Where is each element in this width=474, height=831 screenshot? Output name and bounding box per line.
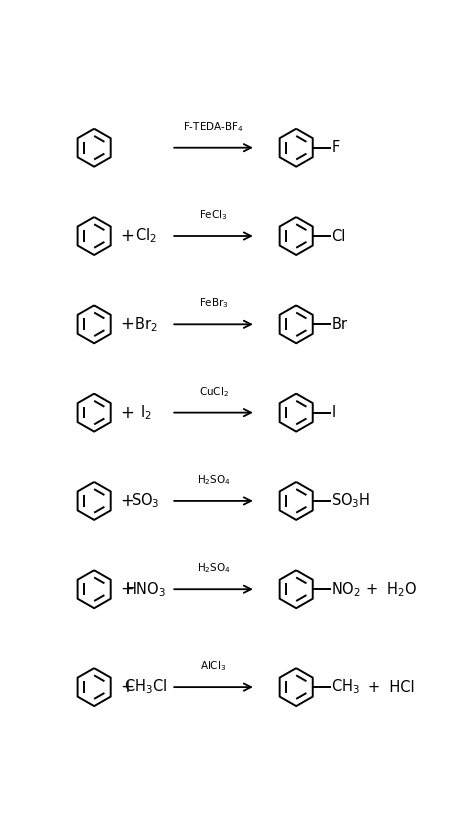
Text: SO$_3$H: SO$_3$H bbox=[331, 492, 371, 510]
Text: CH$_3$Cl: CH$_3$Cl bbox=[124, 678, 167, 696]
Text: +: + bbox=[120, 678, 134, 696]
Text: I: I bbox=[331, 406, 336, 420]
Text: +: + bbox=[120, 315, 134, 333]
Text: H$_2$SO$_4$: H$_2$SO$_4$ bbox=[197, 473, 230, 487]
Text: Cl$_2$: Cl$_2$ bbox=[135, 227, 156, 245]
Text: Cl: Cl bbox=[331, 229, 346, 243]
Text: +: + bbox=[120, 227, 134, 245]
Text: SO$_3$: SO$_3$ bbox=[131, 492, 160, 510]
Text: +: + bbox=[120, 580, 134, 598]
Text: NO$_2$: NO$_2$ bbox=[331, 580, 362, 598]
Text: FeCl$_3$: FeCl$_3$ bbox=[199, 208, 228, 222]
Text: +: + bbox=[120, 404, 134, 421]
Text: Br: Br bbox=[331, 317, 347, 332]
Text: CuCl$_2$: CuCl$_2$ bbox=[199, 385, 228, 399]
Text: F-TEDA-BF$_4$: F-TEDA-BF$_4$ bbox=[183, 120, 244, 134]
Text: HNO$_3$: HNO$_3$ bbox=[125, 580, 166, 598]
Text: I$_2$: I$_2$ bbox=[140, 403, 152, 422]
Text: F: F bbox=[331, 140, 340, 155]
Text: +  HCl: + HCl bbox=[368, 680, 415, 695]
Text: +: + bbox=[120, 492, 134, 510]
Text: AlCl$_3$: AlCl$_3$ bbox=[201, 659, 227, 673]
Text: FeBr$_3$: FeBr$_3$ bbox=[199, 297, 228, 310]
Text: H$_2$SO$_4$: H$_2$SO$_4$ bbox=[197, 562, 230, 575]
Text: +  H$_2$O: + H$_2$O bbox=[365, 580, 418, 598]
Text: Br$_2$: Br$_2$ bbox=[134, 315, 157, 334]
Text: CH$_3$: CH$_3$ bbox=[331, 678, 360, 696]
